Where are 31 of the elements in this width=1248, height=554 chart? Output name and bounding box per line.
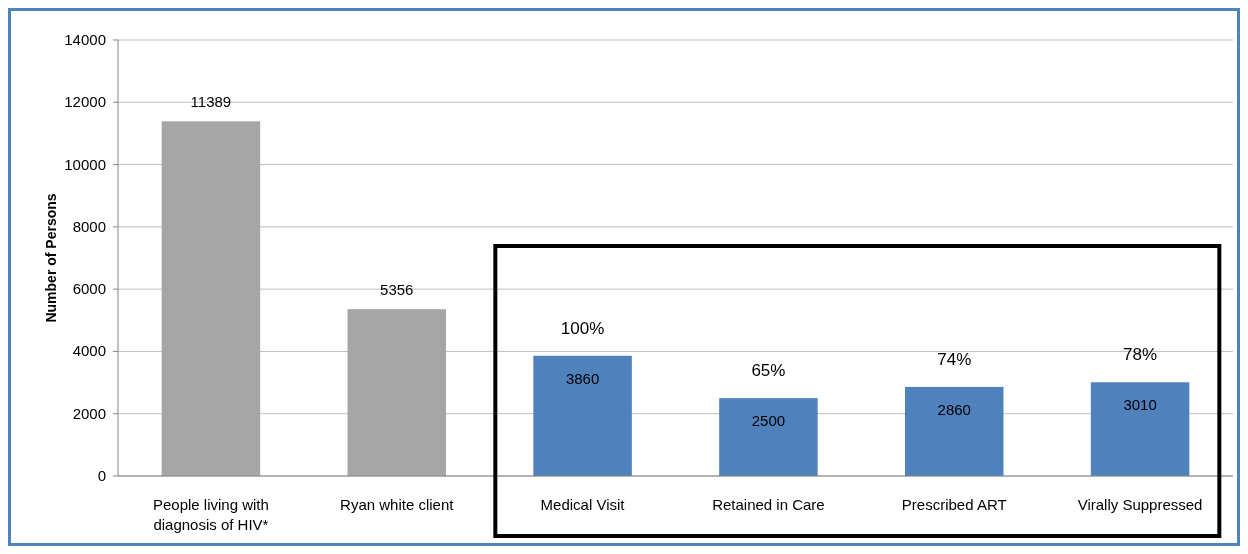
bar xyxy=(905,386,1004,476)
x-tick-label: People living with diagnosis of HIV* xyxy=(152,496,269,533)
x-tick-label: Prescribed ART xyxy=(901,496,1007,513)
annotation: 65% xyxy=(751,361,786,381)
x-tick-label: Retained in Care xyxy=(712,496,825,513)
y-tick-label: 8000 xyxy=(72,217,106,235)
data-label: 3860 xyxy=(565,369,600,387)
annotation: 78% xyxy=(1123,345,1158,365)
y-tick-label: 2000 xyxy=(72,404,106,422)
y-tick-label: 12000 xyxy=(64,93,106,111)
x-tick-label: Ryan white client xyxy=(340,496,455,513)
x-tick-label: Virally Suppressed xyxy=(1077,496,1203,513)
bar xyxy=(347,309,446,476)
data-label: 2860 xyxy=(937,400,971,418)
data-label: 5356 xyxy=(380,281,414,299)
data-label: 2500 xyxy=(751,412,786,430)
y-tick-label: 10000 xyxy=(64,155,106,173)
annotation: 100% xyxy=(560,318,605,338)
annotation: 74% xyxy=(937,349,972,369)
bar xyxy=(1090,382,1190,476)
y-tick-label: 6000 xyxy=(72,280,106,298)
y-axis-title: Number of Persons xyxy=(43,193,59,323)
data-label: 3010 xyxy=(1123,396,1157,414)
y-tick-label: 0 xyxy=(97,467,106,484)
bar xyxy=(533,355,632,476)
data-label: 11389 xyxy=(190,93,232,111)
x-tick-label: Medical Visit xyxy=(540,496,626,513)
y-tick-label: 14000 xyxy=(64,31,106,48)
bar xyxy=(161,121,261,476)
bar xyxy=(719,398,818,476)
y-tick-label: 4000 xyxy=(72,342,106,360)
